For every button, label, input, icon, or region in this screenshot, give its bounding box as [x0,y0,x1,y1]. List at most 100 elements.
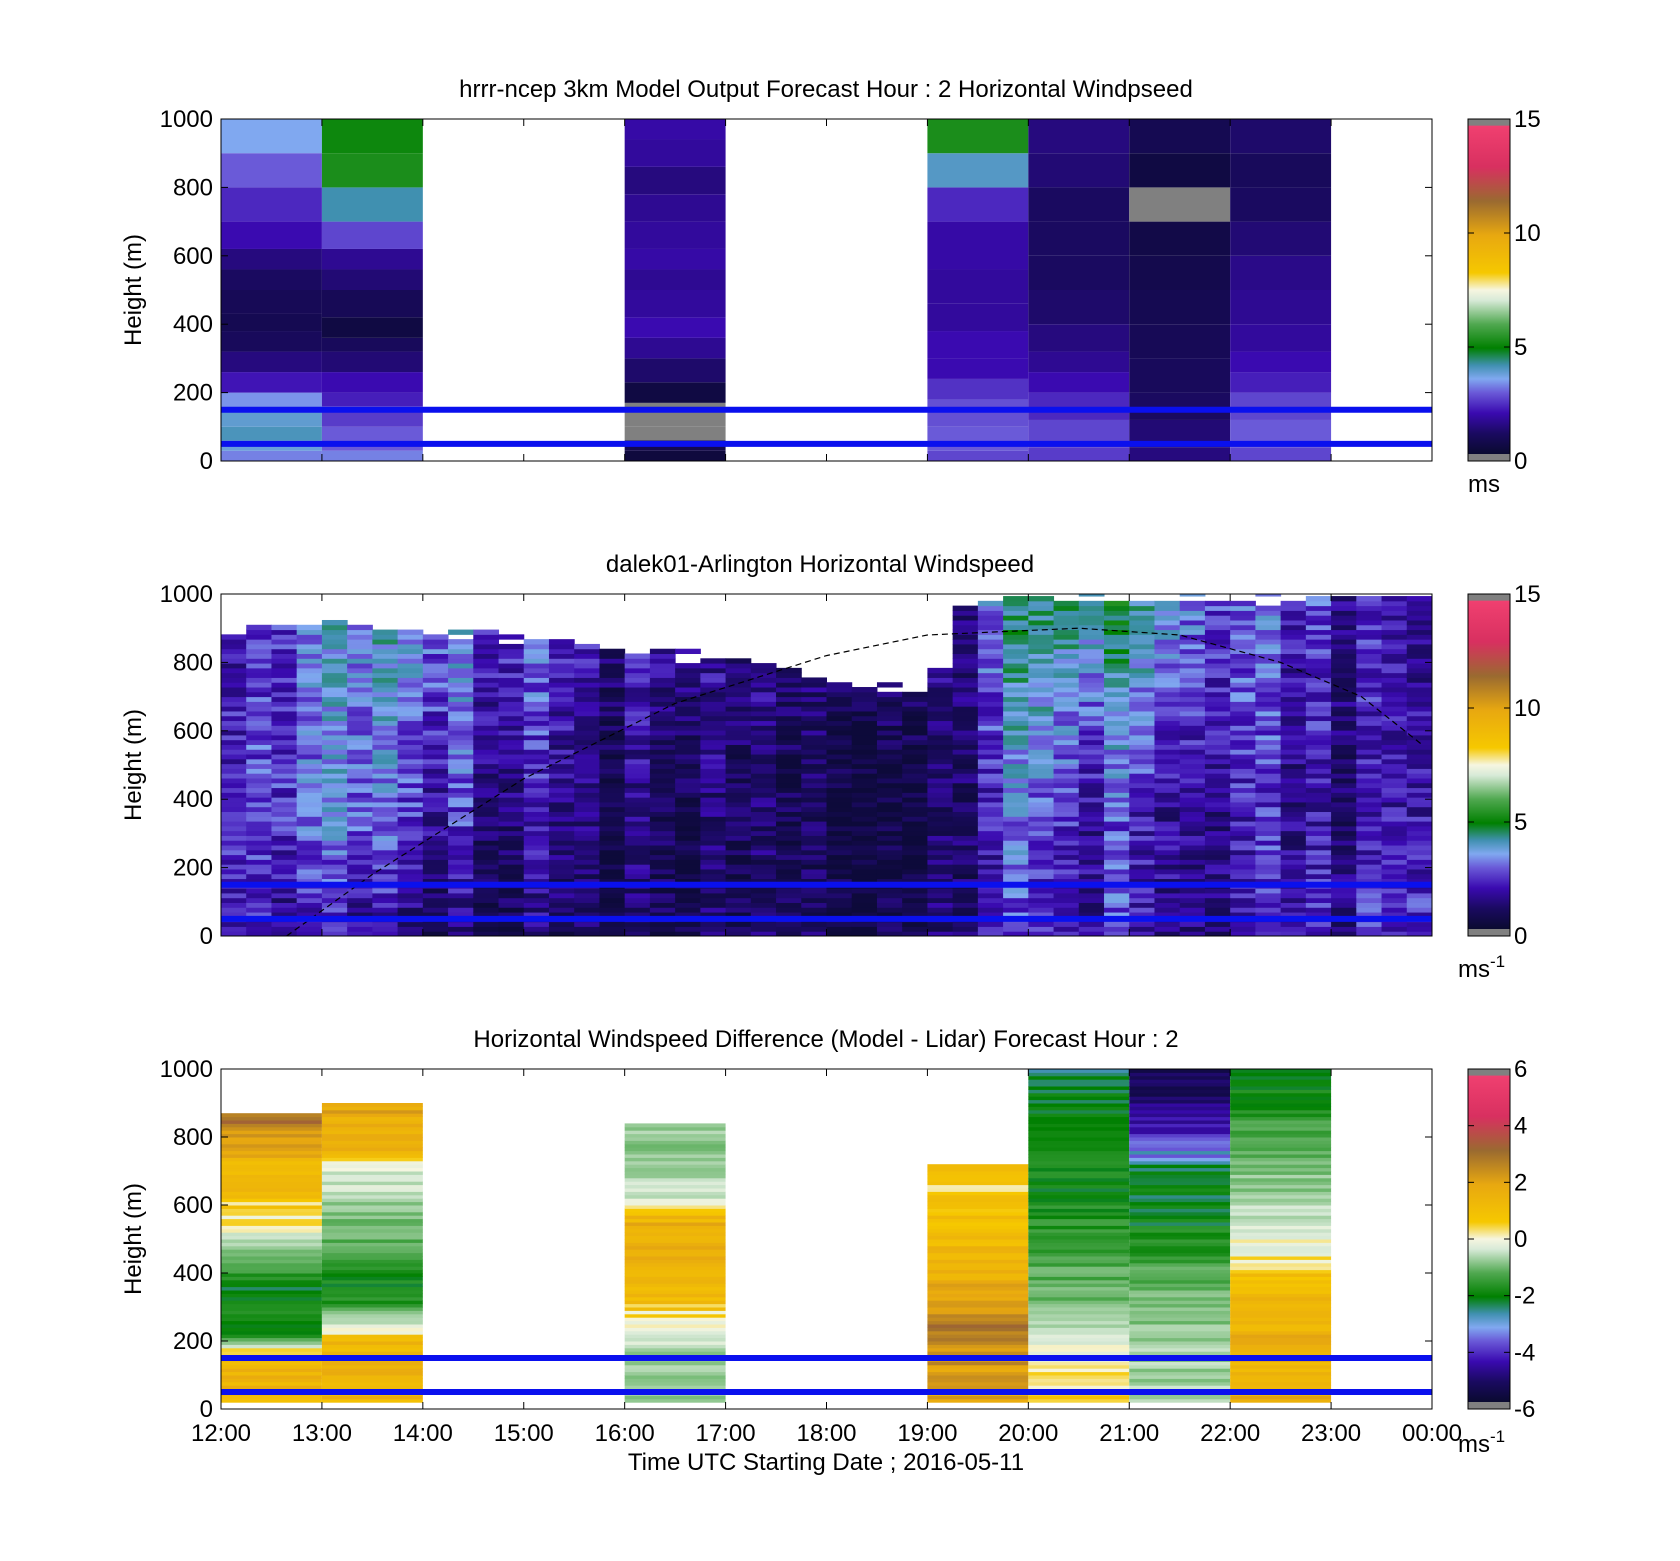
lidar-cell [977,821,1004,827]
lidar-cell [902,902,928,908]
lidar-cell [347,715,373,722]
lidar-cell [523,734,550,741]
lidar-cell [675,797,701,803]
lidar-cell [700,672,727,678]
difference-cell [1129,1215,1231,1220]
difference-cell [1230,1347,1332,1352]
lidar-cell [1104,739,1130,745]
lidar-cell [221,902,247,908]
lidar-cell [624,864,651,870]
lidar-cell [952,878,979,884]
lidar-cell [548,672,575,678]
difference-cell [221,1279,322,1284]
lidar-cell [523,663,550,669]
lidar-cell [498,912,525,918]
lidar-cell [1305,629,1332,635]
lidar-cell [700,682,727,688]
difference-cell [321,1191,423,1196]
lidar-cell [1406,706,1432,712]
lidar-cell [1129,734,1155,741]
lidar-cell [1230,816,1256,822]
lidar-cell [700,701,727,707]
difference-cell [1028,1239,1130,1243]
lidar-cell [296,840,323,846]
lidar-cell [801,730,827,736]
lidar-cell [523,658,550,664]
lidar-cell [548,835,575,841]
lidar-cell [1179,773,1206,779]
lidar-cell [1078,787,1105,793]
lidar-cell [851,902,878,908]
lidar-cell [927,868,954,875]
difference-cell [321,1194,423,1199]
lidar-cell [448,907,474,913]
lidar-cell [296,653,323,659]
lidar-cell [372,643,399,650]
lidar-cell [826,806,853,813]
lidar-cell [1028,629,1055,635]
lidar-cell [372,849,399,856]
lidar-cell [548,648,575,655]
lidar-cell [296,859,323,865]
lidar-cell [1179,610,1206,616]
lidar-cell [397,643,424,650]
lidar-cell [422,821,449,827]
lidar-cell [1129,619,1155,626]
lidar-cell [649,744,676,750]
difference-cell [1028,1245,1130,1250]
lidar-cell [296,639,323,645]
lidar-cell [246,840,272,846]
difference-cell [624,1245,726,1250]
lidar-cell [675,720,701,726]
lidar-cell [221,849,247,856]
difference-cell [321,1143,423,1148]
lidar-cell [1003,715,1029,722]
lidar-cell [776,797,802,803]
lidar-cell [246,782,272,789]
lidar-cell [372,801,399,808]
lidar-cell [1356,754,1383,760]
lidar-cell [296,715,323,722]
lidar-cell [1255,782,1282,789]
lidar-cell [574,696,600,702]
model-cell [1230,187,1332,222]
lidar-cell [851,782,878,789]
difference-cell [1129,1140,1231,1145]
lidar-height-markers [221,881,1432,922]
lidar-cell [1154,811,1181,817]
lidar-cell [624,840,651,846]
lidar-cell [1003,615,1029,621]
lidar-cell [826,868,853,875]
difference-cell [927,1191,1029,1196]
model-cell [321,187,423,222]
lidar-cell [1078,782,1105,789]
lidar-cell [1053,878,1080,884]
lidar-cell [448,849,474,856]
difference-cell [1028,1228,1130,1233]
lidar-cell [649,840,676,846]
lidar-cell [422,720,449,726]
lidar-cell [1356,643,1383,650]
lidar-cell [1104,696,1130,702]
lidar-cell [649,734,676,741]
lidar-cell [1331,787,1357,793]
difference-cell [321,1120,423,1124]
lidar-cell [422,902,449,908]
lidar-cell [1204,639,1231,645]
lidar-cell [422,754,449,760]
lidar-cell [1028,797,1055,803]
lidar-cell [1406,596,1432,602]
lidar-cell [649,687,676,693]
lidar-cell [801,888,827,894]
lidar-cell [574,840,600,846]
model-cell [221,351,322,373]
difference-cell [221,1157,322,1162]
lidar-cell [700,758,727,765]
lidar-cell [1003,845,1029,851]
difference-cell [1028,1290,1130,1294]
lidar-cell [372,715,399,722]
lidar-cell [523,888,550,894]
lidar-cell [1255,830,1282,836]
lidar-cell [548,777,575,784]
model-cell [927,187,1029,222]
